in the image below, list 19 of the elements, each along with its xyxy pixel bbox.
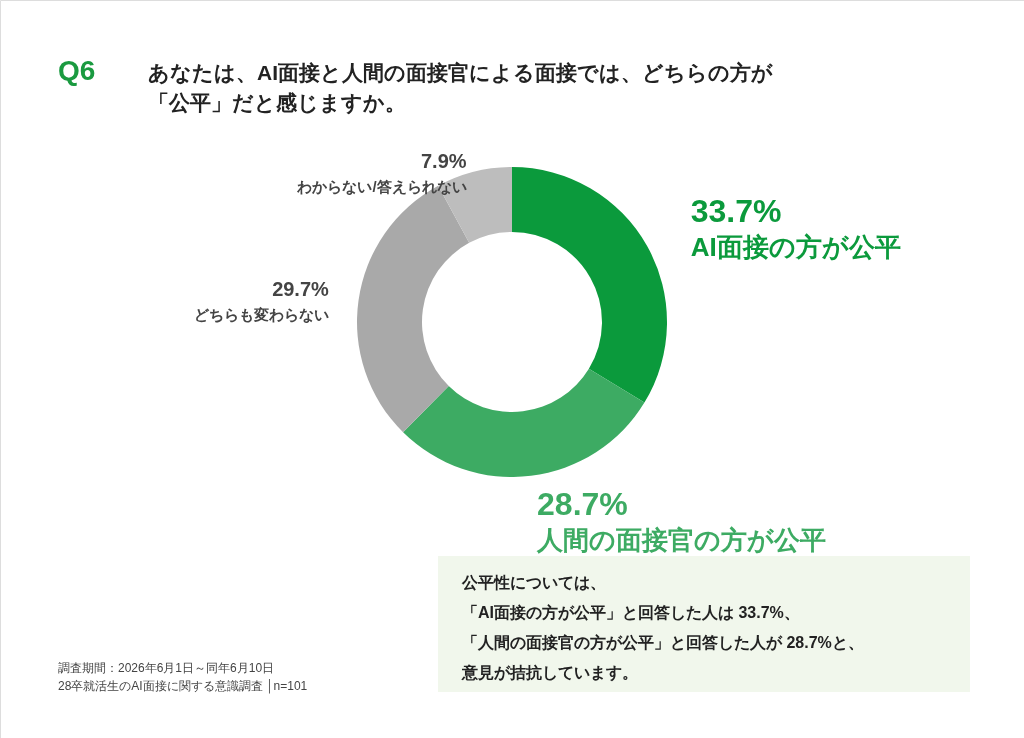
text: 「人間の面接官の方が公平」と回答した人が 28.7%と、: [462, 633, 864, 651]
text: 公平性については、: [461, 574, 606, 591]
data-label: 33.7%: [690, 192, 782, 229]
slice-label: わからない/答えられない: [296, 177, 467, 195]
text: 28卒就活生のAI面接に関する意識調査 │n=101: [58, 679, 308, 694]
data-label: 28.7%: [537, 486, 628, 523]
text: 調査期間：2026年6月1日～同年6月10日: [58, 661, 275, 675]
donut-slice: [403, 368, 645, 477]
donut-slice: [438, 167, 512, 243]
data-label: 7.9%: [420, 149, 467, 172]
slice-label: 人間の面接官の方が公平: [536, 525, 827, 556]
donut-slice: [512, 167, 667, 403]
slice-label: AI面接の方が公平: [690, 231, 901, 262]
text: 「AI面接の方が公平」と回答した人は 33.7%、: [462, 603, 800, 621]
chart-title: Q6: [58, 55, 96, 86]
slice-label: どちらも変わらない: [193, 305, 329, 323]
data-label: 29.7%: [272, 277, 330, 300]
chart-subtitle: あなたは、AI面接と人間の面接官による面接では、どちらの方が「公平」だと感じますか。: [148, 61, 773, 115]
text: 意見が拮抗しています。: [461, 664, 638, 682]
